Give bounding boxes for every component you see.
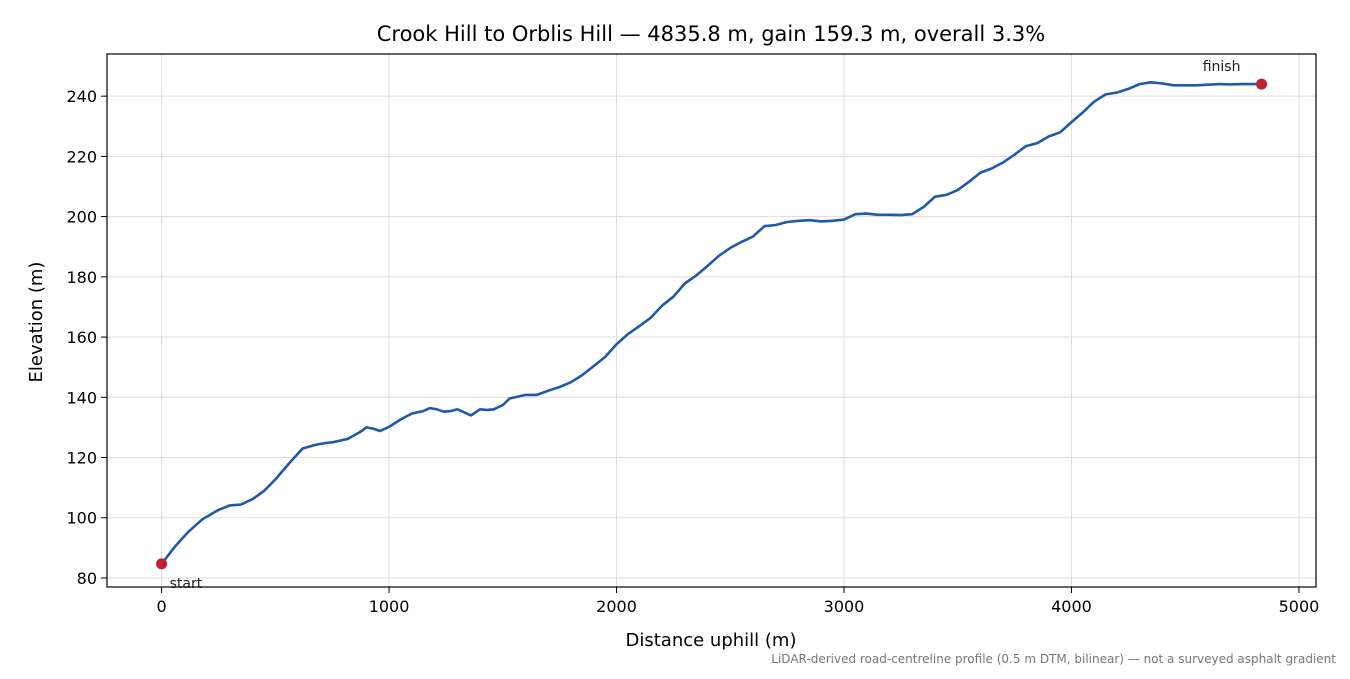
y-tick-label: 240 [66, 87, 97, 106]
y-tick-label: 180 [66, 268, 97, 287]
endpoint-label-finish: finish [1203, 59, 1241, 75]
y-tick-label: 120 [66, 449, 97, 468]
y-tick-label: 140 [66, 388, 97, 407]
series-layer: start finish [156, 59, 1268, 592]
y-tick-label: 100 [66, 509, 97, 528]
x-tick-label: 0 [156, 597, 166, 616]
x-tick-label: 2000 [596, 597, 637, 616]
endpoint-marker-start [156, 558, 168, 570]
endpoint-marker-finish [1256, 78, 1268, 90]
endpoint-label-start: start [170, 576, 203, 592]
y-tick-label: 200 [66, 208, 97, 227]
y-tick-label: 80 [77, 569, 97, 588]
y-tick-label: 220 [66, 147, 97, 166]
footnote: LiDAR-derived road-centreline profile (0… [771, 652, 1336, 666]
y-tick-label: 160 [66, 328, 97, 347]
chart-title: Crook Hill to Orblis Hill — 4835.8 m, ga… [377, 22, 1046, 46]
y-axis-label: Elevation (m) [26, 262, 47, 383]
grid-lines [107, 54, 1316, 587]
axis-ticks: 0 1000 2000 3000 4000 5000 80 100 120 140 160 180 20… [66, 87, 1319, 616]
plot-frame [106, 53, 1317, 588]
x-tick-label: 4000 [1051, 597, 1092, 616]
x-axis-label: Distance uphill (m) [626, 630, 797, 651]
x-tick-label: 3000 [824, 597, 865, 616]
elevation-line [160, 81, 1263, 566]
x-tick-label: 1000 [369, 597, 410, 616]
x-tick-label: 5000 [1279, 597, 1320, 616]
